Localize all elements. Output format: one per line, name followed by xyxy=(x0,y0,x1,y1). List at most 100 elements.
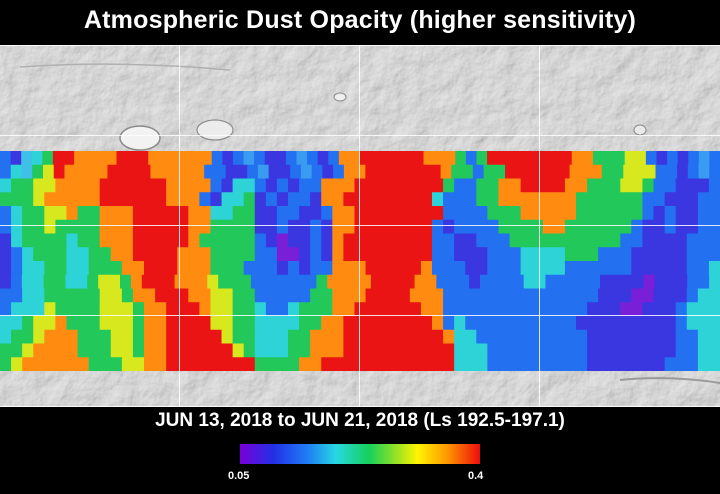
dust-cell xyxy=(121,206,134,221)
dust-cell xyxy=(254,343,267,358)
dust-cell xyxy=(542,261,555,276)
dust-cell xyxy=(354,206,367,221)
dust-cell xyxy=(620,261,632,276)
dust-cell xyxy=(98,274,110,290)
dust-cell xyxy=(188,233,200,248)
dust-cell xyxy=(232,357,245,371)
dust-cell xyxy=(265,302,278,317)
dust-cell xyxy=(155,247,167,262)
dust-cell xyxy=(621,274,634,290)
dust-cell xyxy=(454,357,466,371)
dust-cell xyxy=(110,247,123,262)
dust-cell xyxy=(33,288,45,303)
dust-cell xyxy=(177,178,189,193)
dust-cell xyxy=(299,219,311,235)
dust-cell xyxy=(221,316,234,331)
dust-cell xyxy=(343,357,356,371)
dust-cell xyxy=(321,343,333,358)
dust-cell xyxy=(343,219,356,235)
dust-cell xyxy=(110,357,123,371)
dust-cell xyxy=(687,164,700,180)
dust-cell xyxy=(88,233,101,248)
dust-cell xyxy=(420,316,433,331)
dust-cell xyxy=(276,357,289,371)
dust-cell xyxy=(409,357,422,371)
dust-cell xyxy=(0,343,12,358)
dust-cell xyxy=(272,274,285,290)
dust-cell xyxy=(443,261,455,276)
dust-cell xyxy=(387,329,400,345)
dust-cell xyxy=(11,288,23,303)
dust-cell xyxy=(576,357,588,371)
dust-cell xyxy=(132,233,145,248)
dust-cell xyxy=(501,274,514,290)
dust-cell xyxy=(243,178,256,193)
dust-cell xyxy=(564,192,577,207)
latitude-gridline xyxy=(0,225,720,226)
dust-cell xyxy=(686,329,699,345)
dust-cell xyxy=(110,316,123,331)
dust-cell xyxy=(454,206,466,221)
dust-cell xyxy=(387,302,400,317)
dust-cell xyxy=(476,357,488,371)
dust-cell xyxy=(110,288,123,303)
dust-cell xyxy=(311,164,323,180)
dust-cell xyxy=(55,247,68,262)
dust-cell xyxy=(77,357,90,371)
dust-cell xyxy=(509,233,522,248)
dust-cell xyxy=(44,178,56,193)
dust-cell xyxy=(487,151,499,166)
dust-cell xyxy=(654,274,667,290)
dust-cell xyxy=(365,357,378,371)
dust-cell xyxy=(288,288,300,303)
dust-cell xyxy=(432,329,444,345)
dust-cell xyxy=(210,357,223,371)
dust-cell xyxy=(675,302,688,317)
dust-cell xyxy=(276,233,289,248)
dust-cell xyxy=(322,164,334,180)
dust-cell xyxy=(420,288,433,303)
dust-cell xyxy=(620,178,632,193)
dust-cell xyxy=(609,329,621,345)
dust-cell xyxy=(531,261,544,276)
dust-cell xyxy=(77,206,90,221)
dust-cell xyxy=(582,151,594,166)
dust-cell xyxy=(11,302,23,317)
dust-cell xyxy=(465,192,477,207)
dust-cell xyxy=(190,151,202,166)
dust-cell xyxy=(199,261,212,276)
dust-cell xyxy=(708,316,720,331)
dust-cell xyxy=(487,206,500,221)
dust-cell xyxy=(631,261,644,276)
dust-cell xyxy=(609,316,621,331)
dust-cell xyxy=(620,357,632,371)
dust-cell xyxy=(542,247,555,262)
dust-cell xyxy=(33,206,45,221)
dust-cell xyxy=(515,164,528,180)
dust-cell xyxy=(144,261,156,276)
dust-cell xyxy=(166,343,178,358)
dust-cell xyxy=(166,329,178,345)
dust-cell xyxy=(494,164,506,180)
dust-cell xyxy=(332,329,344,345)
dust-cell xyxy=(409,233,422,248)
dust-cell xyxy=(188,206,200,221)
dust-cell xyxy=(310,261,322,276)
dust-cell xyxy=(144,316,156,331)
dust-cell xyxy=(321,219,333,235)
dust-cell xyxy=(84,151,96,166)
dust-cell xyxy=(354,343,367,358)
dust-cell xyxy=(0,219,12,235)
dust-cell xyxy=(99,219,112,235)
dust-cell xyxy=(66,178,79,193)
dust-cell xyxy=(55,357,68,371)
dust-cell xyxy=(537,164,549,180)
dust-cell xyxy=(132,343,145,358)
dust-cell xyxy=(243,261,256,276)
dust-cell xyxy=(697,178,710,193)
dust-cell xyxy=(257,164,270,180)
dust-cell xyxy=(432,302,444,317)
dust-cell xyxy=(254,302,267,317)
dust-cell xyxy=(144,247,156,262)
dust-cell xyxy=(653,219,666,235)
